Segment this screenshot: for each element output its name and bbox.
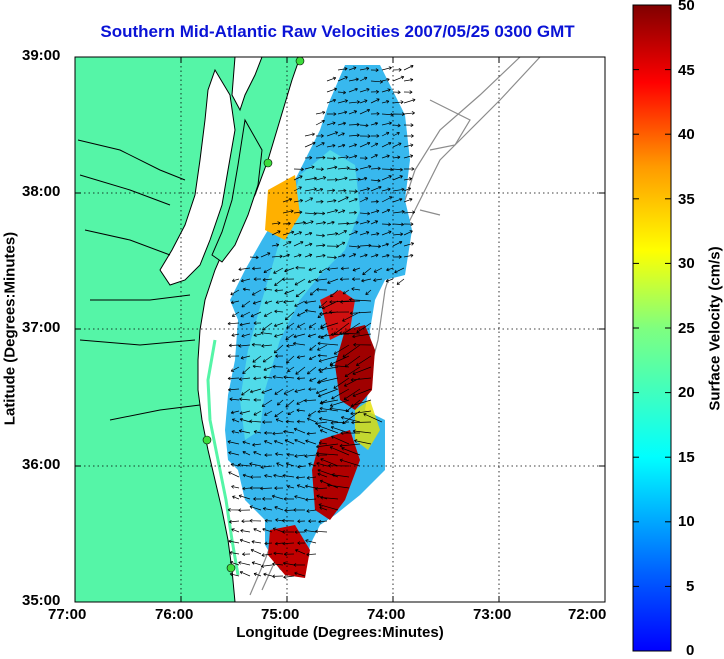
x-tick-label: 75:00 bbox=[261, 606, 300, 623]
velocity-vectors bbox=[227, 64, 416, 579]
colorbar-tick-label: 20 bbox=[678, 384, 695, 401]
colorbar-tick-label: 10 bbox=[678, 513, 695, 530]
velocity-hotspot-north bbox=[320, 290, 355, 340]
colorbar-label: Surface Velocity (cm/s) bbox=[706, 246, 724, 411]
colorbar-tick-label: 40 bbox=[678, 126, 695, 143]
grid-lines bbox=[75, 57, 605, 602]
colorbar-tick-label: 5 bbox=[686, 578, 695, 595]
y-tick-label: 37:00 bbox=[22, 319, 61, 336]
radar-station bbox=[263, 158, 273, 168]
colorbar bbox=[632, 4, 672, 652]
colorbar-tick-label: 0 bbox=[686, 642, 695, 659]
chesapeake-bay bbox=[159, 68, 236, 286]
colorbar-tick-label: 35 bbox=[678, 191, 695, 208]
map-title: Southern Mid-Atlantic Raw Velocities 200… bbox=[100, 22, 575, 41]
barrier-islands bbox=[206, 339, 240, 576]
colorbar-tick-label: 45 bbox=[678, 62, 695, 79]
y-tick-label: 36:00 bbox=[22, 456, 61, 473]
x-tick-label: 73:00 bbox=[473, 606, 512, 623]
colorbar-tick-label: 50 bbox=[678, 0, 695, 14]
tick-marks bbox=[75, 57, 605, 602]
y-axis-label: Latitude (Degrees:Minutes) bbox=[1, 231, 19, 426]
colorbar-tick-label: 15 bbox=[678, 449, 695, 466]
y-tick-label: 35:00 bbox=[22, 592, 61, 609]
colorbar-tick-label: 30 bbox=[678, 255, 695, 272]
x-axis-label: Longitude (Degrees:Minutes) bbox=[236, 624, 444, 641]
colorbar-tick-label: 25 bbox=[678, 320, 695, 337]
radar-station bbox=[295, 57, 305, 66]
vector-arrows bbox=[227, 64, 416, 579]
velocity-hotspot-center bbox=[335, 325, 375, 410]
y-tick-label: 38:00 bbox=[22, 183, 61, 200]
eastern-shore bbox=[211, 118, 263, 263]
delaware-bay bbox=[231, 57, 263, 112]
x-tick-label: 72:00 bbox=[568, 606, 607, 623]
x-tick-label: 74:00 bbox=[367, 606, 406, 623]
y-tick-label: 39:00 bbox=[22, 47, 61, 64]
river-lines bbox=[77, 139, 201, 421]
radar-station bbox=[226, 563, 236, 573]
radar-station bbox=[202, 435, 212, 445]
x-tick-label: 77:00 bbox=[48, 606, 87, 623]
colorbar-tick-marks bbox=[633, 4, 671, 652]
x-tick-label: 76:00 bbox=[155, 606, 194, 623]
